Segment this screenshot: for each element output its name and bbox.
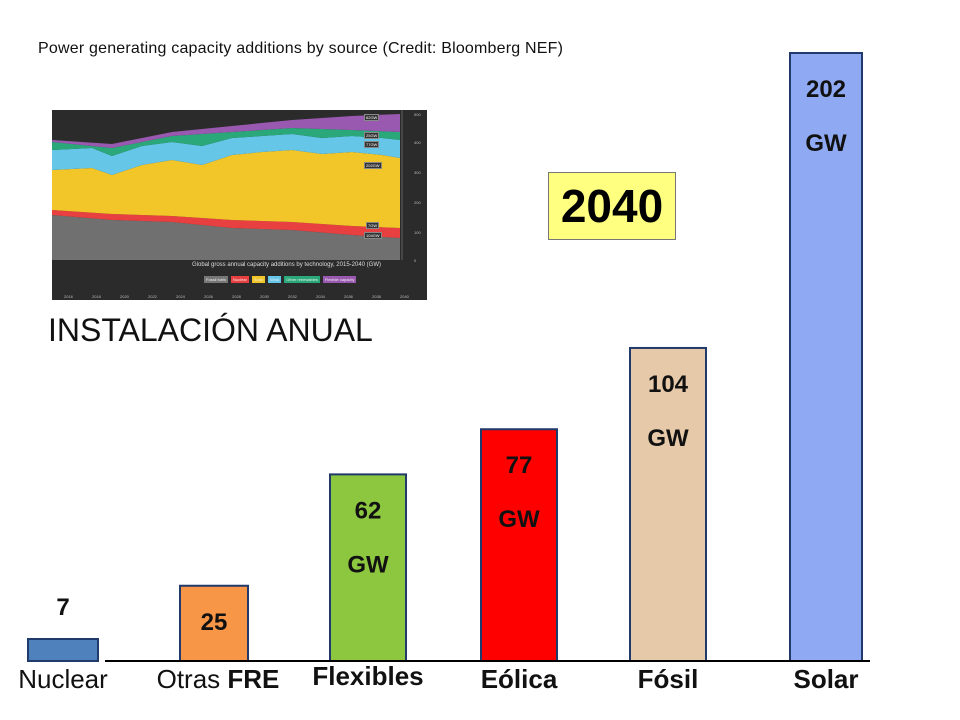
inset-x-tick: 2034 (316, 294, 325, 299)
inset-x-tick: 2018 (92, 294, 101, 299)
category-label-part: Fósil (638, 664, 699, 694)
inset-legend-item: Nuclear (231, 276, 249, 283)
subtitle: INSTALACIÓN ANUAL (48, 312, 373, 348)
inset-y-tick: 100 (414, 230, 421, 235)
inset-x-tick: 2028 (232, 294, 241, 299)
source-chart-thumbnail: 500 400 300 200 100 0 62GW 25GW 77GW 202… (52, 110, 427, 300)
inset-y-tick: 200 (414, 200, 421, 205)
inset-x-tick: 2038 (372, 294, 381, 299)
chart-caption: Power generating capacity additions by s… (38, 40, 564, 57)
inset-callout: 104GW (364, 232, 382, 239)
bar-value-label: GW (805, 130, 847, 157)
inset-x-tick: 2020 (120, 294, 129, 299)
inset-x-tick: 2036 (344, 294, 353, 299)
inset-callout: 25GW (364, 132, 380, 139)
bar-value-label: 202 (806, 76, 846, 103)
category-label-part: Otras (157, 664, 228, 694)
inset-legend-item: Solar (251, 276, 266, 283)
inset-x-tick: 2040 (400, 294, 409, 299)
category-label: Solar (793, 664, 858, 694)
bar (789, 52, 863, 662)
bar-value-label: 25 (201, 609, 228, 636)
inset-x-tick: 2032 (288, 294, 297, 299)
inset-x-tick: 2026 (204, 294, 213, 299)
bar-value-label: 62 (355, 497, 382, 524)
bar-value-label: 7 (56, 594, 69, 621)
inset-y-tick: 0 (414, 258, 417, 263)
category-label: Eólica (481, 664, 558, 694)
inset-callout: 7GW (366, 222, 380, 229)
inset-legend-item: Flexible capacity (322, 276, 357, 283)
bar (480, 428, 558, 662)
inset-legend-title: Global gross annual capacity additions b… (192, 262, 381, 268)
category-label-part: FRE (227, 664, 279, 694)
bar-value-label: GW (347, 551, 389, 578)
category-label-part: Nuclear (18, 664, 108, 694)
bar (329, 473, 407, 662)
inset-y-tick: 500 (414, 112, 421, 117)
bar-value-label: 77 (506, 452, 533, 479)
inset-x-tick: 2030 (260, 294, 269, 299)
inset-legend-item: Fossil fuels (204, 276, 229, 283)
inset-legend-item: Wind (268, 276, 282, 283)
stacked-area-thumbnail (52, 110, 427, 300)
category-label-part: Solar (793, 664, 858, 694)
inset-legend-item: Other renewables (284, 276, 320, 283)
category-label: Fósil (638, 664, 699, 694)
bar (629, 346, 707, 662)
inset-callout: 202GW (364, 162, 382, 169)
inset-legend: Fossil fuels Nuclear Solar Wind Other renewa… (204, 276, 357, 283)
category-label-part: Eólica (481, 664, 558, 694)
inset-y-tick: 300 (414, 170, 421, 175)
year-badge: 2040 (548, 172, 676, 240)
bar-value-label: 104 (648, 371, 689, 398)
inset-x-tick: 2016 (64, 294, 73, 299)
inset-x-tick: 2024 (176, 294, 185, 299)
inset-callout: 62GW (364, 114, 380, 121)
bar (27, 638, 99, 662)
inset-x-axis: 2016 2018 2020 2022 2024 2026 2028 2030 2032 2034… (52, 294, 427, 300)
inset-x-tick: 2022 (148, 294, 157, 299)
category-label-part: Flexibles (312, 661, 423, 691)
category-label: Flexibles (312, 661, 423, 691)
bar-value-label: GW (647, 425, 689, 452)
category-label: Otras FRE (157, 664, 280, 694)
inset-callout: 77GW (364, 141, 380, 148)
inset-y-tick: 400 (414, 140, 421, 145)
category-label: Nuclear (18, 664, 108, 694)
bar-value-label: GW (498, 506, 540, 533)
